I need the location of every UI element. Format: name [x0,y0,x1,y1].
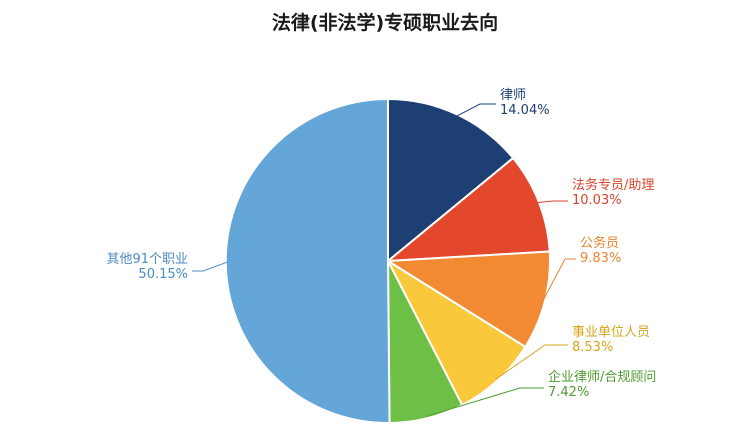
slice-label-value-4: 8.53% [572,340,613,355]
leader-line-1 [456,103,496,117]
slice-label-value-2: 10.03% [572,193,622,208]
leader-line-5 [426,387,544,417]
chart-title: 法律(非法学)专硕职业去向 [272,11,498,34]
pie-slice-4 [385,258,527,407]
leader-lines [192,103,576,417]
leader-line-2 [536,200,568,204]
slice-label-name-3: 公务员 [580,235,619,251]
leader-line-3 [542,258,576,301]
pie-slices [224,97,551,424]
slice-label-name-2: 法务专员/助理 [572,177,654,193]
pie-slice-2 [384,156,551,263]
slice-label-name-1: 律师 [500,88,526,103]
slice-label-name-4: 事业单位人员 [572,325,650,340]
pie-slice-1 [387,97,515,264]
slice-label-name-5: 企业律师/合规顾问 [548,369,656,385]
slice-label-value-5: 7.42% [548,385,589,400]
leader-line-4 [496,344,568,380]
leader-line-6 [192,261,229,272]
slice-label-value-1: 14.04% [500,103,550,118]
pie-slice-3 [384,250,551,349]
slice-label-value-3: 9.83% [580,251,621,266]
slice-label-name-6: 其他91个职业 [106,252,188,267]
pie-slice-6 [224,97,391,424]
slice-label-value-6: 50.15% [138,267,188,282]
